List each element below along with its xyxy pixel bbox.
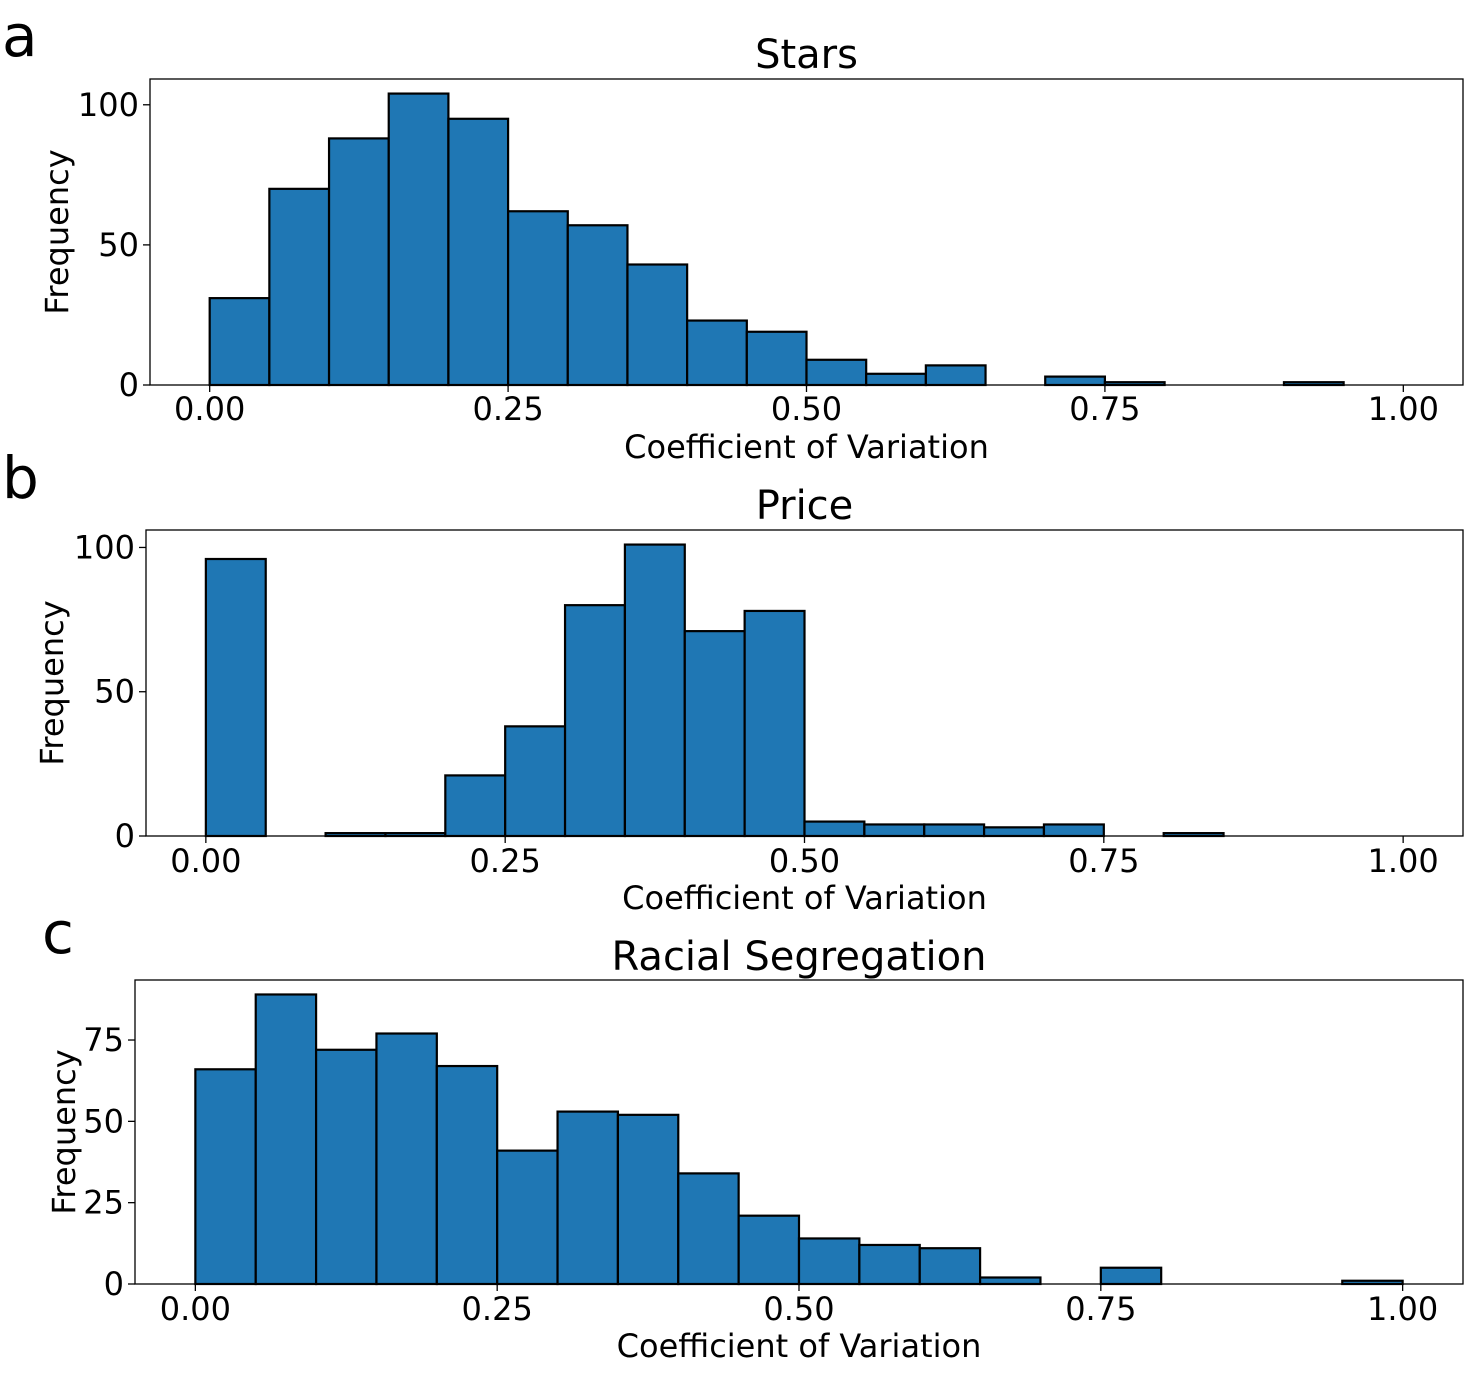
histogram-bar	[444, 774, 507, 838]
x-tick-label: 0.25	[470, 842, 541, 880]
y-axis-label: Frequency	[33, 600, 71, 765]
histogram-bar	[1042, 823, 1105, 838]
x-axis-label: Coefficient of Variation	[622, 879, 987, 917]
x-tick-label: 0.25	[472, 390, 543, 428]
y-tick-label: 100	[78, 86, 139, 124]
histogram-bar	[918, 1247, 982, 1286]
histogram-bar	[797, 1237, 861, 1286]
x-tick-label: 0.75	[1068, 842, 1139, 880]
panel-letter: a	[2, 2, 38, 70]
chart-title: Stars	[755, 32, 858, 78]
x-tick-label: 0.50	[763, 1290, 834, 1328]
panel-letter: c	[42, 899, 74, 967]
panel-a: a Stars 0.00 0.25 0.50 0.75 1.00 0 50 100 Coeffici…	[2, 2, 1464, 466]
x-tick-label: 1.00	[1368, 390, 1439, 428]
y-tick-label: 50	[98, 226, 139, 264]
histogram-bar	[683, 630, 746, 838]
chart-title: Racial Segregation	[612, 934, 987, 980]
histogram-bars	[204, 543, 1225, 838]
x-tick-label: 0.50	[769, 842, 840, 880]
chart-title: Price	[756, 483, 854, 529]
panel-c: c Racial Segregation 0.00 0.25 0.50 0.75 1.00 0…	[42, 899, 1464, 1365]
histogram-bar	[745, 330, 808, 387]
histogram-bar	[194, 1068, 257, 1286]
histogram-bar	[496, 1149, 559, 1286]
x-tick-label: 1.00	[1367, 1290, 1438, 1328]
x-axis-label: Coefficient of Variation	[617, 1327, 982, 1365]
panel-b: b Price 0.00 0.25 0.50 0.75 1.00 0 50 100 Coeffici…	[2, 444, 1464, 917]
y-tick-label: 0	[115, 817, 135, 855]
histogram-bar	[616, 1113, 680, 1286]
x-tick-label: 0.00	[174, 390, 245, 428]
histogram-bar	[677, 1172, 740, 1286]
y-axis-label: Frequency	[38, 149, 76, 314]
histogram-bar	[982, 826, 1046, 838]
histogram-bar	[924, 364, 987, 387]
histogram-bar	[327, 137, 390, 387]
histogram-bar	[805, 358, 868, 387]
histogram-bar	[556, 1110, 620, 1286]
y-tick-label: 50	[94, 673, 135, 711]
panel-letter: b	[2, 444, 39, 512]
x-tick-label: 0.50	[771, 390, 842, 428]
histogram-bars	[194, 993, 1404, 1286]
x-tick-label: 0.75	[1065, 1290, 1136, 1328]
y-axis-label: Frequency	[45, 1049, 83, 1214]
histogram-bar	[743, 609, 806, 838]
histogram-bar	[435, 1064, 499, 1286]
histogram-bar	[978, 1276, 1042, 1286]
y-tick-label: 75	[83, 1021, 124, 1059]
histogram-bar	[375, 1032, 438, 1286]
histogram-bar	[314, 1048, 378, 1286]
histogram-bar	[923, 823, 986, 838]
x-axis-label: Coefficient of Variation	[624, 428, 989, 466]
histogram-bar	[858, 1243, 921, 1286]
histogram-bar	[204, 557, 267, 838]
histogram-bar	[737, 1214, 801, 1286]
histogram-bars	[208, 92, 1345, 387]
histogram-bar	[254, 993, 318, 1286]
y-tick-label: 0	[104, 1265, 124, 1303]
histogram-bar	[447, 117, 510, 387]
histogram-bar	[623, 543, 686, 838]
histogram-bar	[268, 187, 331, 387]
y-tick-label: 0	[119, 366, 139, 404]
x-tick-label: 0.75	[1069, 390, 1140, 428]
histogram-bar	[387, 92, 450, 387]
y-tick-label: 50	[83, 1102, 124, 1140]
histogram-bar	[1099, 1266, 1163, 1286]
histogram-bar	[865, 372, 927, 387]
histogram-bar	[504, 725, 567, 838]
x-tick-label: 0.25	[462, 1290, 533, 1328]
x-tick-label: 0.00	[170, 842, 241, 880]
histogram-bar	[1044, 375, 1107, 387]
histogram-bar	[803, 820, 866, 838]
histogram-bar	[566, 224, 629, 387]
histogram-bar	[563, 604, 627, 838]
y-tick-label: 100	[74, 528, 135, 566]
histogram-bar	[626, 263, 689, 387]
histogram-bar	[208, 297, 271, 387]
x-tick-label: 0.00	[160, 1290, 231, 1328]
y-tick-label: 25	[83, 1184, 124, 1222]
histogram-bar	[506, 210, 569, 387]
x-tick-label: 1.00	[1368, 842, 1439, 880]
histogram-bar	[863, 823, 926, 838]
histogram-bar	[686, 319, 748, 387]
